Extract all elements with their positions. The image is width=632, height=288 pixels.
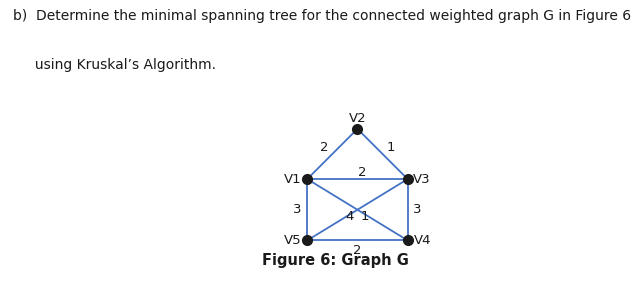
Text: 2: 2 bbox=[353, 244, 362, 257]
Text: 1: 1 bbox=[361, 210, 370, 223]
Text: V2: V2 bbox=[349, 112, 367, 125]
Text: 2: 2 bbox=[358, 166, 366, 179]
Text: b)  Determine the minimal spanning tree for the connected weighted graph G in Fi: b) Determine the minimal spanning tree f… bbox=[13, 9, 631, 23]
Text: 3: 3 bbox=[413, 203, 422, 216]
Text: using Kruskal’s Algorithm.: using Kruskal’s Algorithm. bbox=[13, 58, 216, 72]
Text: 2: 2 bbox=[320, 141, 329, 154]
Text: 3: 3 bbox=[293, 203, 301, 216]
Text: 4: 4 bbox=[346, 210, 354, 223]
Text: V3: V3 bbox=[413, 173, 431, 185]
Text: V5: V5 bbox=[284, 234, 301, 247]
Text: V4: V4 bbox=[413, 234, 431, 247]
Text: Figure 6: Graph G: Figure 6: Graph G bbox=[262, 253, 408, 268]
Text: 1: 1 bbox=[386, 141, 394, 154]
Text: V1: V1 bbox=[284, 173, 301, 185]
